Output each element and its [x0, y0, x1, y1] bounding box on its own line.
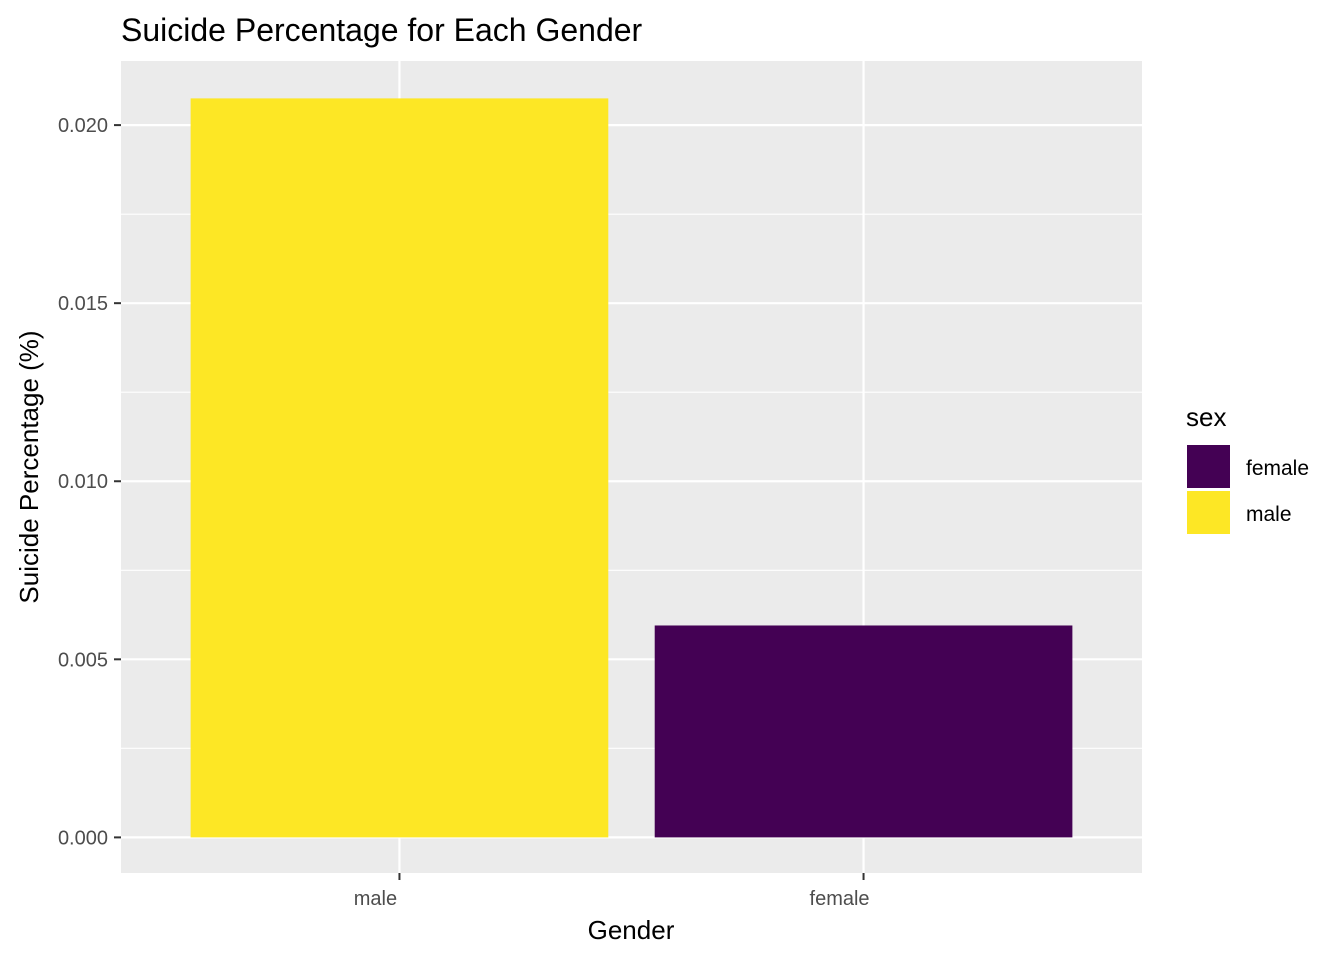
- legend: sex female male: [1185, 402, 1309, 536]
- x-axis-title: Gender: [588, 915, 675, 945]
- legend-entries: female male: [1185, 443, 1309, 536]
- legend-key-male: [1185, 489, 1232, 536]
- legend-label: male: [1246, 503, 1292, 526]
- legend-label: female: [1246, 457, 1309, 480]
- legend-title: sex: [1186, 402, 1226, 432]
- bars: [190, 98, 1073, 838]
- y-axis-title: Suicide Percentage (%): [14, 330, 44, 603]
- bar-female: [654, 625, 1073, 838]
- axes: 0.000 0.005 0.010 0.015 0.020 male female: [58, 115, 870, 910]
- y-tick-label: 0.020: [58, 115, 108, 137]
- y-tick-label: 0.015: [58, 293, 108, 315]
- chart-title: Suicide Percentage for Each Gender: [121, 12, 643, 48]
- bar-male: [190, 98, 609, 838]
- x-tick-label: female: [810, 888, 870, 910]
- legend-key-female: [1185, 443, 1232, 490]
- x-tick-label: male: [354, 888, 397, 910]
- y-tick-label: 0.000: [58, 827, 108, 849]
- y-tick-label: 0.010: [58, 471, 108, 493]
- y-tick-label: 0.005: [58, 649, 108, 671]
